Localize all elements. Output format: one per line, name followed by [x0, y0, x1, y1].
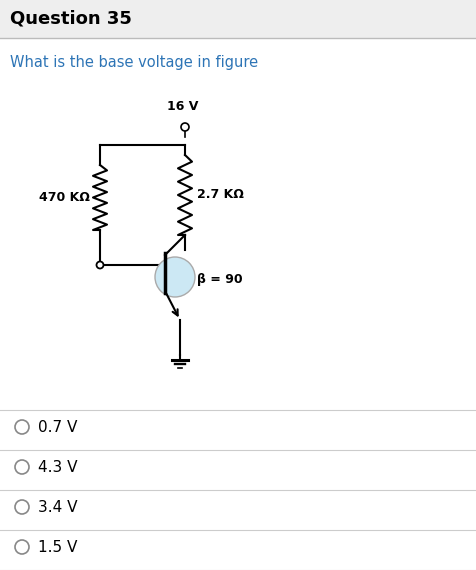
Text: β = 90: β = 90: [197, 274, 243, 287]
Circle shape: [15, 420, 29, 434]
Circle shape: [15, 540, 29, 554]
Text: 1.5 V: 1.5 V: [38, 539, 78, 555]
Circle shape: [181, 123, 189, 131]
Text: 0.7 V: 0.7 V: [38, 420, 78, 434]
Circle shape: [155, 257, 195, 297]
Circle shape: [15, 460, 29, 474]
Text: Question 35: Question 35: [10, 10, 132, 28]
Text: 4.3 V: 4.3 V: [38, 459, 78, 474]
Circle shape: [97, 262, 103, 268]
Text: 16 V: 16 V: [167, 100, 198, 113]
Text: 3.4 V: 3.4 V: [38, 499, 78, 515]
Text: What is the base voltage in figure: What is the base voltage in figure: [10, 55, 258, 70]
Text: 470 KΩ: 470 KΩ: [39, 191, 90, 204]
FancyBboxPatch shape: [0, 0, 476, 38]
Text: 2.7 KΩ: 2.7 KΩ: [197, 189, 244, 202]
Circle shape: [15, 500, 29, 514]
